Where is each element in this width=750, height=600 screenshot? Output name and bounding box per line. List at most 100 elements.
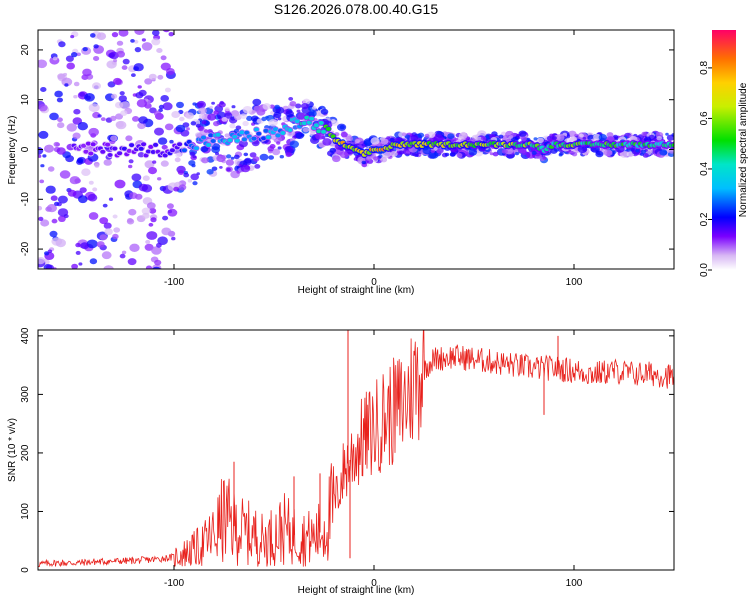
spectral-blob xyxy=(146,202,156,210)
spectral-blob xyxy=(149,207,157,214)
spectral-blob xyxy=(152,160,157,164)
spectral-blob xyxy=(78,262,83,266)
spectral-blob xyxy=(113,227,121,233)
spectral-blob xyxy=(57,122,65,129)
spectral-blob xyxy=(169,139,174,144)
spectral-blob xyxy=(96,241,105,248)
spectral-blob xyxy=(187,179,193,183)
track-point xyxy=(129,143,135,148)
spectral-blob xyxy=(641,131,647,137)
track-point xyxy=(263,128,269,133)
track-point xyxy=(121,146,127,151)
colorbar-label: Normalized spectral amplitude xyxy=(738,82,749,217)
spectral-blob xyxy=(122,58,130,65)
spectral-blob xyxy=(67,189,77,197)
track-point xyxy=(88,151,94,156)
spectral-blob xyxy=(179,116,185,122)
spectral-blob xyxy=(119,91,125,96)
spectral-blob xyxy=(231,105,236,109)
spectral-blob xyxy=(71,275,79,281)
spectral-blob xyxy=(537,137,544,143)
spectral-blob xyxy=(76,158,84,163)
spectral-blob xyxy=(113,59,118,63)
spectral-blob xyxy=(380,138,389,145)
spectral-blob xyxy=(175,152,182,158)
spectral-blob xyxy=(90,33,96,38)
spectral-blob xyxy=(366,156,371,160)
spectral-blob xyxy=(151,38,161,46)
spectral-blob xyxy=(211,143,221,151)
spectral-blob xyxy=(295,132,305,140)
spectral-blob xyxy=(108,197,114,201)
spectral-blob xyxy=(131,173,142,182)
spectral-blob xyxy=(134,47,142,53)
spectral-blob xyxy=(38,104,48,112)
spectral-blob xyxy=(233,154,240,160)
spectral-blob xyxy=(49,230,58,238)
spectral-blob xyxy=(61,77,73,87)
spectral-blob xyxy=(135,92,144,99)
spectral-blob xyxy=(99,217,109,225)
spectral-blob xyxy=(52,56,58,61)
spectral-blob xyxy=(430,149,436,153)
spectral-blob xyxy=(121,65,128,70)
spectral-blob xyxy=(246,115,253,121)
spectral-blob xyxy=(549,133,554,137)
spectral-blob xyxy=(127,258,137,266)
spectral-blob xyxy=(56,97,64,103)
spectral-blob xyxy=(542,156,547,160)
track-point xyxy=(138,146,144,151)
spectral-blob xyxy=(501,131,507,136)
track-point xyxy=(90,142,96,147)
track-point xyxy=(145,149,151,154)
spectral-blob xyxy=(83,275,92,282)
spectral-blob xyxy=(196,100,206,109)
spectral-blob xyxy=(277,146,282,150)
track-point xyxy=(81,143,87,148)
track-point xyxy=(234,138,240,143)
spectral-blob xyxy=(154,127,164,136)
spectral-blob xyxy=(444,152,450,157)
spectral-blob xyxy=(192,102,197,106)
spectral-blob xyxy=(277,117,282,121)
spectral-blob xyxy=(279,155,284,159)
spectral-blob xyxy=(99,234,108,241)
spectral-blob xyxy=(101,251,112,260)
spectral-blob xyxy=(428,151,439,159)
track-point xyxy=(321,129,327,134)
track-point xyxy=(205,143,211,147)
spectral-blob xyxy=(233,113,242,121)
spectrogram-x-label: Height of straight line (km) xyxy=(298,285,415,296)
spectral-blob xyxy=(45,264,54,269)
spectral-blob xyxy=(204,107,214,115)
spectral-blob xyxy=(53,141,60,147)
spectral-blob xyxy=(151,18,160,25)
y-tick-label: 0 xyxy=(20,146,31,152)
spectral-blob xyxy=(71,263,78,269)
track-point xyxy=(143,153,149,158)
spectral-blob xyxy=(289,140,299,148)
spectral-blob xyxy=(38,257,46,265)
spectral-blob xyxy=(137,122,146,130)
spectral-blob xyxy=(468,148,478,156)
spectral-blob xyxy=(88,103,100,113)
track-point xyxy=(193,146,199,151)
y-tick-label: 400 xyxy=(20,327,31,344)
spectral-blob xyxy=(134,30,145,35)
spectral-blob xyxy=(109,51,119,60)
spectral-blob xyxy=(116,40,124,46)
spectral-blob xyxy=(399,150,404,155)
spectral-blob xyxy=(364,139,373,147)
spectral-blob xyxy=(120,101,131,110)
spectral-blob xyxy=(332,155,341,163)
spectral-blob xyxy=(671,133,674,137)
track-point xyxy=(227,138,233,143)
spectral-blob xyxy=(361,160,367,165)
spectral-blob xyxy=(113,77,122,85)
spectral-blob xyxy=(73,273,78,277)
track-point xyxy=(141,142,147,147)
spectral-blob xyxy=(424,133,430,138)
spectral-blob xyxy=(144,243,154,251)
spectral-blob xyxy=(268,155,274,160)
